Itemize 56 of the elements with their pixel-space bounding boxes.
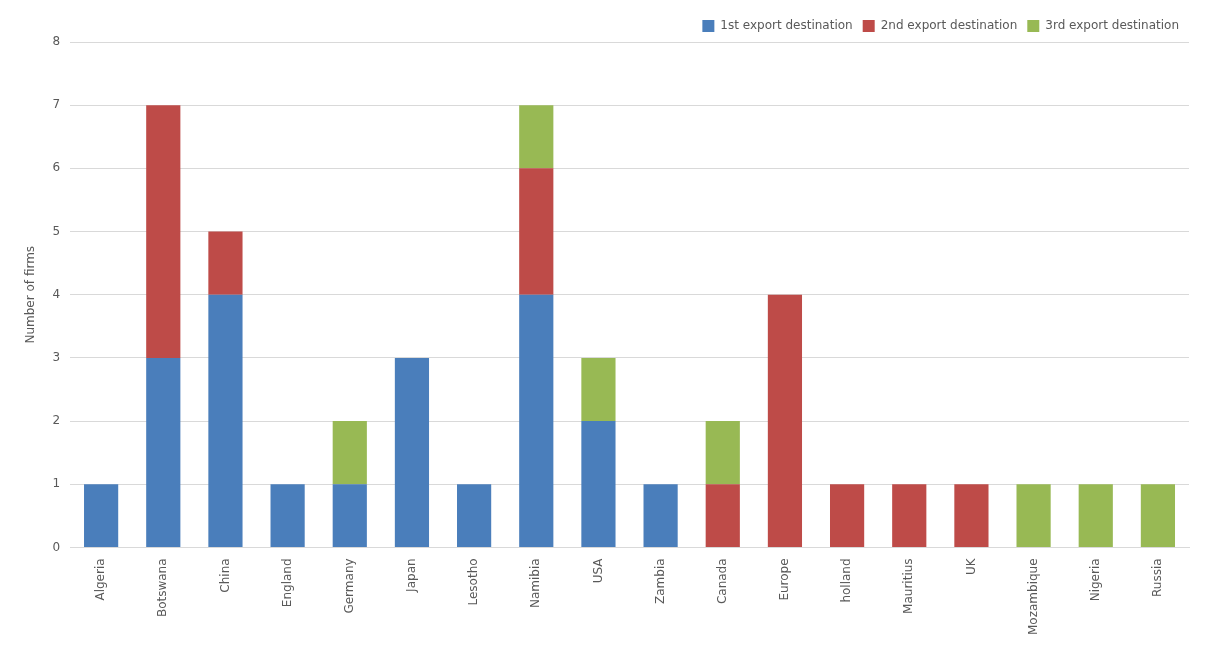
x-tick-label: Zambia bbox=[652, 558, 667, 604]
x-tick-label: Japan bbox=[404, 558, 419, 593]
bar bbox=[519, 294, 554, 547]
bar bbox=[1078, 484, 1113, 547]
x-tick-label: Germany bbox=[341, 558, 356, 614]
bar bbox=[705, 421, 740, 485]
bar bbox=[84, 484, 119, 547]
bar bbox=[581, 421, 616, 547]
bar bbox=[581, 357, 616, 422]
bar bbox=[767, 294, 803, 547]
x-tick-label: UK bbox=[963, 557, 978, 576]
x-tick-label: Canada bbox=[714, 558, 729, 605]
bar bbox=[892, 484, 927, 547]
x-tick-label: Mauritius bbox=[901, 558, 916, 614]
x-tick-label: England bbox=[279, 558, 294, 608]
y-tick-label: 4 bbox=[52, 286, 61, 301]
bar bbox=[208, 294, 243, 547]
x-tick-label: Botswana bbox=[155, 558, 170, 618]
bar bbox=[954, 484, 989, 547]
bar bbox=[457, 484, 492, 547]
x-tick-label: Namibia bbox=[528, 558, 543, 609]
bar bbox=[830, 484, 865, 547]
y-axis-title: Number of firms bbox=[23, 245, 38, 344]
x-tick-label: Nigeria bbox=[1087, 558, 1102, 602]
bar bbox=[705, 484, 740, 547]
x-tick-label: holland bbox=[839, 558, 854, 603]
x-tick-label: Europe bbox=[777, 558, 792, 601]
bar bbox=[146, 357, 181, 547]
bar bbox=[332, 421, 367, 485]
y-tick-label: 6 bbox=[52, 160, 61, 175]
y-tick-label: 8 bbox=[52, 34, 61, 49]
legend-label: 2nd export destination bbox=[880, 18, 1018, 33]
y-tick-label: 0 bbox=[52, 539, 61, 554]
bar bbox=[394, 357, 430, 547]
bar bbox=[208, 231, 243, 295]
x-tick-label: Lesotho bbox=[466, 558, 481, 606]
bar bbox=[1140, 484, 1176, 547]
y-tick-label: 3 bbox=[52, 350, 61, 364]
x-tick-label: Algeria bbox=[93, 558, 108, 601]
y-tick-label: 5 bbox=[52, 223, 61, 238]
legend-label: 1st export destination bbox=[720, 18, 853, 33]
y-tick-label: 7 bbox=[52, 97, 61, 112]
y-tick-label: 1 bbox=[52, 476, 61, 491]
y-tick-label: 2 bbox=[52, 413, 61, 428]
bar bbox=[519, 168, 554, 295]
bar bbox=[643, 484, 678, 547]
x-tick-label: China bbox=[217, 558, 232, 593]
bar bbox=[332, 484, 367, 547]
legend-label: 3rd export destination bbox=[1045, 18, 1180, 33]
x-tick-label: USA bbox=[590, 557, 605, 584]
bar bbox=[146, 105, 181, 358]
bar bbox=[1016, 484, 1051, 547]
bar bbox=[519, 105, 554, 169]
x-tick-label: Russia bbox=[1150, 558, 1165, 598]
x-tick-label: Mozambique bbox=[1025, 558, 1040, 635]
bar bbox=[270, 484, 305, 547]
